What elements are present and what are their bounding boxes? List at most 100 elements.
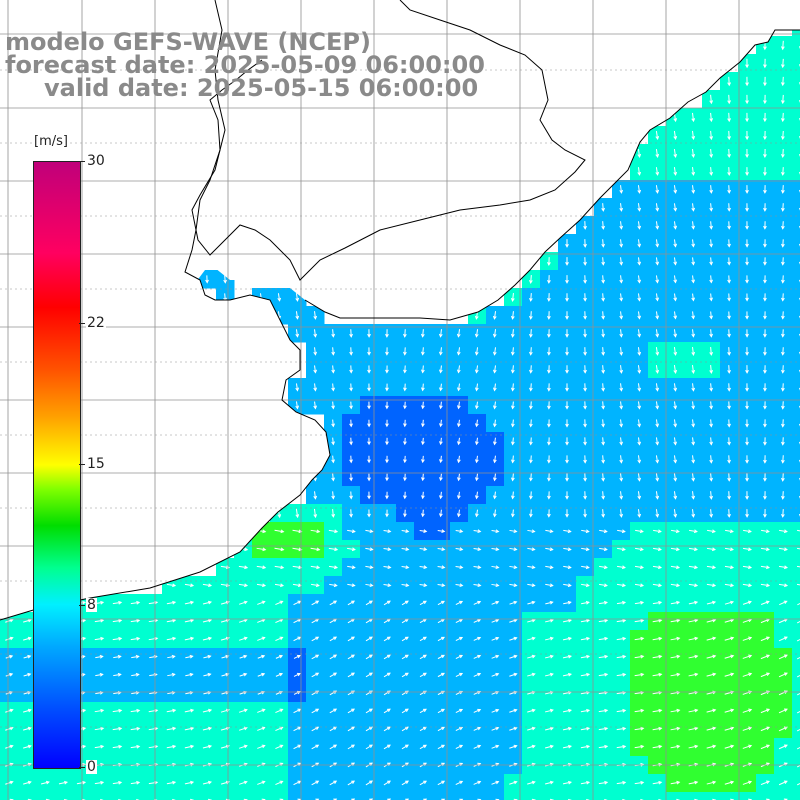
- wind-arrow: [598, 618, 609, 623]
- wind-arrow: [511, 401, 515, 410]
- wind-arrow: [58, 780, 69, 785]
- wind-arrow: [580, 726, 591, 731]
- wind-speed-cell: [144, 792, 163, 800]
- wind-arrow: [634, 618, 645, 623]
- wind-arrow: [601, 329, 605, 338]
- wind-arrow: [385, 509, 389, 518]
- wind-arrow: [437, 744, 446, 750]
- wind-arrow: [331, 383, 335, 392]
- wind-arrow: [583, 437, 587, 446]
- wind-arrow: [184, 636, 195, 641]
- wind-arrow: [601, 203, 605, 212]
- wind-arrow: [455, 672, 464, 677]
- wind-arrow: [652, 654, 663, 659]
- wind-arrow: [601, 419, 605, 428]
- wind-arrow: [745, 149, 749, 159]
- model-title: modelo GEFS-WAVE (NCEP): [5, 28, 371, 56]
- forecast-date: forecast date: 2025-05-09 06:00:00: [5, 51, 485, 79]
- wind-arrow: [763, 94, 767, 105]
- wind-arrow: [347, 636, 355, 642]
- wind-arrow: [347, 672, 355, 678]
- wind-arrow: [421, 347, 425, 356]
- wind-arrow: [616, 708, 627, 713]
- wind-arrow: [619, 509, 624, 518]
- wind-arrow: [709, 419, 713, 428]
- wind-arrow: [655, 401, 660, 410]
- wind-speed-cell: [792, 774, 800, 793]
- wind-arrow: [691, 239, 696, 248]
- wind-arrow: [239, 780, 248, 785]
- wind-arrow: [238, 583, 249, 588]
- wind-arrow: [601, 455, 605, 464]
- wind-arrow: [598, 744, 609, 749]
- wind-arrow: [313, 347, 318, 356]
- wind-arrow: [619, 473, 624, 482]
- wind-arrow: [761, 529, 770, 534]
- wind-arrow: [510, 347, 515, 356]
- wind-arrow: [529, 455, 533, 464]
- wind-arrow: [491, 744, 500, 749]
- wind-arrow: [509, 654, 518, 659]
- wind-arrow: [616, 744, 627, 749]
- wind-arrow: [529, 347, 533, 356]
- wind-speed-cell: [792, 684, 800, 703]
- wind-arrow: [457, 419, 461, 428]
- wind-arrow: [652, 780, 663, 785]
- wind-arrow: [509, 744, 518, 749]
- wind-arrow: [691, 419, 696, 428]
- wind-arrow: [670, 618, 681, 623]
- wind-arrow: [349, 491, 353, 500]
- wind-arrow: [5, 726, 14, 731]
- wind-arrow: [709, 455, 713, 464]
- wind-arrow: [295, 383, 300, 392]
- wind-arrow: [796, 728, 800, 732]
- colorbar-tick: [79, 464, 85, 465]
- wind-arrow: [112, 708, 123, 713]
- wind-arrow: [112, 636, 123, 641]
- wind-arrow: [583, 275, 587, 284]
- wind-speed-cell: [414, 792, 433, 800]
- wind-arrow: [202, 744, 213, 749]
- wind-arrow: [652, 672, 663, 677]
- wind-speed-cell: [738, 792, 757, 800]
- wind-arrow: [763, 347, 767, 356]
- wind-arrow: [637, 455, 642, 464]
- wind-arrow: [510, 329, 515, 338]
- wind-arrow: [5, 672, 14, 677]
- wind-arrow: [688, 636, 699, 641]
- wind-arrow: [347, 726, 355, 732]
- wind-arrow: [113, 672, 122, 677]
- wind-arrow: [601, 347, 605, 356]
- wind-speed-cell: [180, 792, 199, 800]
- wind-arrow: [365, 708, 373, 714]
- wind-arrow: [455, 744, 464, 750]
- wind-arrow: [184, 600, 195, 605]
- wind-arrow: [383, 708, 391, 714]
- wind-speed-cell: [792, 504, 800, 523]
- wind-arrow: [331, 329, 336, 338]
- wind-arrow: [601, 221, 605, 230]
- wind-speed-cell: [792, 378, 800, 397]
- wind-arrow: [401, 780, 409, 786]
- wind-arrow: [562, 672, 573, 677]
- wind-arrow: [403, 455, 407, 464]
- wind-arrow: [40, 780, 50, 785]
- wind-arrow: [455, 726, 464, 731]
- wind-arrow: [637, 167, 642, 176]
- wind-arrow: [527, 672, 536, 677]
- wind-arrow: [456, 383, 461, 392]
- wind-arrow: [670, 600, 681, 605]
- wind-arrow: [781, 239, 785, 248]
- wind-arrow: [565, 239, 569, 248]
- wind-arrow: [256, 565, 267, 570]
- wind-arrow: [421, 383, 425, 392]
- wind-arrow: [439, 401, 443, 410]
- wind-speed-cell: [792, 288, 800, 307]
- wind-arrow: [295, 401, 300, 410]
- wind-speed-cell: [36, 792, 55, 800]
- wind-arrow: [655, 275, 660, 284]
- wind-arrow: [474, 365, 479, 374]
- wind-arrow: [367, 401, 371, 410]
- wind-arrow: [547, 437, 551, 446]
